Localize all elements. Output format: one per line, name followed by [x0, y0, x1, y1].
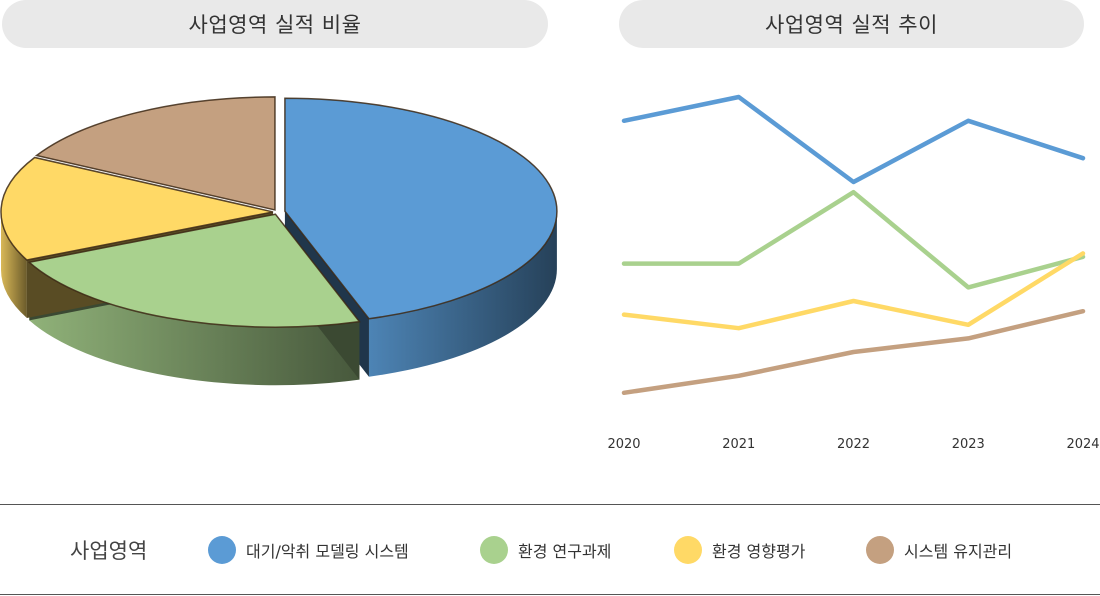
- legend-label: 시스템 유지관리: [904, 542, 1013, 561]
- legend-bottom-divider: [0, 594, 1100, 595]
- line-series: [621, 308, 1086, 396]
- legend: 사업영역 대기/악취 모델링 시스템 환경 연구과제 환경 영향평가 시스템 유…: [0, 505, 1100, 593]
- line-chart-title-text: 사업영역 실적 추이: [765, 13, 938, 37]
- pie-slice: [0, 156, 274, 261]
- legend-swatch: [480, 536, 508, 564]
- line-chart-title: 사업영역 실적 추이: [619, 0, 1084, 48]
- legend-title: 사업영역: [70, 539, 148, 563]
- legend-label: 환경 영향평가: [712, 542, 806, 561]
- x-tick-label: 2023: [952, 437, 985, 452]
- legend-swatch: [208, 536, 236, 564]
- x-tick-label: 2024: [1066, 437, 1099, 452]
- x-tick-label: 2020: [607, 437, 640, 452]
- pie-chart-title-text: 사업영역 실적 비율: [188, 13, 362, 37]
- pie-slice-side: [29, 262, 360, 386]
- legend-item-air-modeling: 대기/악취 모델링 시스템: [208, 536, 409, 564]
- legend-swatch: [866, 536, 894, 564]
- line-series: [621, 94, 1086, 185]
- pie-slice: [34, 96, 276, 211]
- pie-slice: [284, 97, 558, 320]
- legend-item-env-research: 환경 연구과제: [480, 536, 611, 564]
- legend-top-divider: [0, 504, 1100, 505]
- legend-label: 환경 연구과제: [518, 542, 612, 561]
- legend-item-env-impact: 환경 영향평가: [674, 536, 805, 564]
- pie-slice-side: [1, 211, 27, 319]
- line-series: [621, 251, 1086, 331]
- pie-chart-title: 사업영역 실적 비율: [2, 0, 548, 48]
- line-chart: 2020 2021 2022 2023 2024: [607, 94, 1100, 452]
- legend-swatch: [674, 536, 702, 564]
- legend-item-maintenance: 시스템 유지관리: [866, 536, 1012, 564]
- x-tick-label: 2021: [722, 437, 755, 452]
- line-series: [621, 189, 1086, 290]
- pie-slice: [27, 213, 361, 328]
- pie-chart: [0, 96, 558, 386]
- x-tick-label: 2022: [837, 437, 870, 452]
- legend-label: 대기/악취 모델링 시스템: [246, 542, 409, 561]
- pie-slice-side: [368, 211, 557, 377]
